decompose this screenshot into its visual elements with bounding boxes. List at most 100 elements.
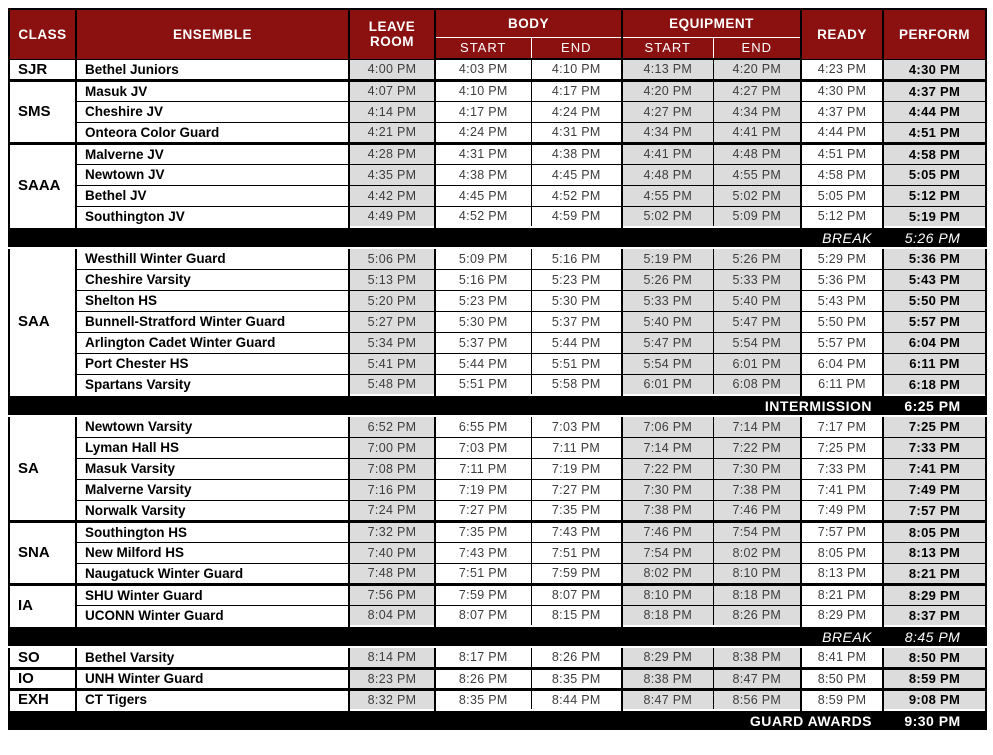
ready-time: 4:23 PM [800, 58, 885, 81]
leave-room-time: 8:32 PM [348, 687, 436, 711]
leave-room-time: 7:24 PM [348, 499, 436, 522]
divider-label: BREAK [822, 628, 873, 645]
perform-time: 7:25 PM [882, 415, 988, 438]
leave-room-time: 4:07 PM [348, 78, 436, 102]
divider-row-break: BREAK 8:45 PM [7, 625, 988, 648]
leave-room-time: 8:04 PM [348, 604, 436, 627]
ensemble-name: Masuk Varsity [75, 457, 350, 480]
body-start-time: 8:35 PM [434, 687, 532, 711]
divider-label: BREAK [822, 229, 873, 246]
ready-time: 4:44 PM [800, 121, 885, 144]
body-end-time: 4:45 PM [530, 163, 624, 186]
equipment-end-time: 7:30 PM [712, 457, 803, 480]
body-end-time: 4:24 PM [530, 100, 624, 123]
equipment-end-time: 7:38 PM [712, 478, 803, 501]
equipment-end-time: 5:33 PM [712, 268, 803, 291]
body-start-time: 4:52 PM [434, 205, 532, 228]
ensemble-name: Newtown JV [75, 163, 350, 186]
schedule-row: SO Bethel Varsity 8:14 PM 8:17 PM 8:26 PM 8:2… [8, 646, 988, 669]
equipment-end-time: 8:26 PM [712, 604, 803, 627]
ready-time: 5:43 PM [800, 289, 885, 312]
perform-time: 7:41 PM [882, 457, 988, 480]
leave-room-time: 4:49 PM [348, 205, 436, 228]
ensemble-name: Newtown Varsity [75, 415, 350, 438]
ensemble-name: Malverne Varsity [75, 478, 350, 501]
leave-room-time: 7:56 PM [348, 582, 436, 606]
equipment-end-time: 6:08 PM [712, 373, 803, 396]
equipment-end-time: 8:18 PM [712, 582, 803, 606]
perform-time: 8:59 PM [882, 666, 988, 690]
class-label: SAAA [8, 141, 77, 228]
header-leave-room: LEAVE ROOM [348, 8, 436, 60]
body-end-time: 7:59 PM [530, 562, 624, 585]
perform-time: 8:29 PM [882, 582, 988, 606]
ready-time: 4:30 PM [800, 78, 885, 102]
ready-time: 7:41 PM [800, 478, 885, 501]
equipment-end-time: 7:22 PM [712, 436, 803, 459]
perform-time: 8:37 PM [882, 604, 988, 627]
equipment-start-time: 5:19 PM [621, 247, 714, 270]
ensemble-name: Spartans Varsity [75, 373, 350, 396]
ensemble-name: Southington HS [75, 519, 350, 543]
ready-time: 5:12 PM [800, 205, 885, 228]
schedule-row: Arlington Cadet Winter Guard 5:34 PM 5:37 … [9, 331, 988, 354]
equipment-end-time: 5:40 PM [712, 289, 803, 312]
equipment-start-time: 5:33 PM [621, 289, 714, 312]
schedule-row: Southington JV 4:49 PM 4:52 PM 4:59 PM 5:02 … [9, 205, 988, 228]
equipment-end-time: 5:09 PM [712, 205, 803, 228]
schedule-row: Cheshire JV 4:14 PM 4:17 PM 4:24 PM 4:27 PM 4… [9, 100, 988, 123]
ready-time: 6:11 PM [800, 373, 885, 396]
schedule-row: IA SHU Winter Guard 7:56 PM 7:59 PM 8:07 PM 8… [8, 582, 988, 627]
ready-time: 5:57 PM [800, 331, 885, 354]
equipment-start-time: 8:10 PM [621, 582, 714, 606]
ensemble-name: Cheshire JV [75, 100, 350, 123]
schedule-row: SA Newtown Varsity 6:52 PM 6:55 PM 7:03 PM 7:… [8, 415, 988, 522]
header-body: BODY [433, 8, 624, 38]
body-end-time: 5:37 PM [530, 310, 624, 333]
perform-time: 5:43 PM [882, 268, 988, 291]
perform-time: 5:19 PM [882, 205, 988, 228]
perform-time: 4:58 PM [882, 141, 988, 165]
leave-room-time: 8:14 PM [348, 646, 436, 669]
body-start-time: 7:43 PM [434, 541, 532, 564]
divider-time: 9:30 PM [904, 712, 961, 729]
header-equipment: EQUIPMENT [621, 8, 803, 38]
equipment-start-time: 4:41 PM [621, 141, 714, 165]
divider-label: INTERMISSION [764, 397, 873, 414]
equipment-start-time: 5:40 PM [621, 310, 714, 333]
equipment-start-time: 4:13 PM [621, 58, 714, 81]
body-start-time: 8:26 PM [434, 666, 532, 690]
body-start-time: 4:45 PM [434, 184, 532, 207]
body-end-time: 5:58 PM [530, 373, 624, 396]
ensemble-name: Cheshire Varsity [75, 268, 350, 291]
class-label: SMS [8, 78, 77, 144]
body-end-time: 8:44 PM [530, 687, 624, 711]
perform-time: 4:51 PM [882, 121, 988, 144]
class-label: SA [8, 415, 77, 522]
body-start-time: 7:27 PM [434, 499, 532, 522]
equipment-end-time: 8:47 PM [712, 666, 803, 690]
body-end-time: 7:11 PM [530, 436, 624, 459]
equipment-end-time: 4:48 PM [712, 141, 803, 165]
header-ensemble: ENSEMBLE [75, 8, 350, 60]
ensemble-name: Bethel JV [75, 184, 350, 207]
leave-room-time: 5:13 PM [348, 268, 436, 291]
equipment-end-time: 4:27 PM [712, 78, 803, 102]
body-end-time: 5:23 PM [530, 268, 624, 291]
body-end-time: 4:59 PM [530, 205, 624, 228]
perform-time: 8:50 PM [882, 646, 988, 669]
equipment-start-time: 8:29 PM [621, 646, 714, 669]
perform-time: 5:12 PM [882, 184, 988, 207]
body-start-time: 5:44 PM [434, 352, 532, 375]
body-start-time: 5:51 PM [434, 373, 532, 396]
ready-time: 4:37 PM [800, 100, 885, 123]
ready-time: 4:51 PM [800, 141, 885, 165]
divider-cell: INTERMISSION 6:25 PM [7, 394, 988, 417]
divider-time: 8:45 PM [904, 628, 961, 645]
schedule-row: Bethel JV 4:42 PM 4:45 PM 4:52 PM 4:55 PM 5:0… [9, 184, 988, 207]
header-equipment-end: END [712, 36, 803, 60]
body-end-time: 5:44 PM [530, 331, 624, 354]
body-end-time: 7:19 PM [530, 457, 624, 480]
equipment-start-time: 4:34 PM [621, 121, 714, 144]
schedule-row: EXH CT Tigers 8:32 PM 8:35 PM 8:44 PM 8:47 PM… [8, 687, 988, 711]
